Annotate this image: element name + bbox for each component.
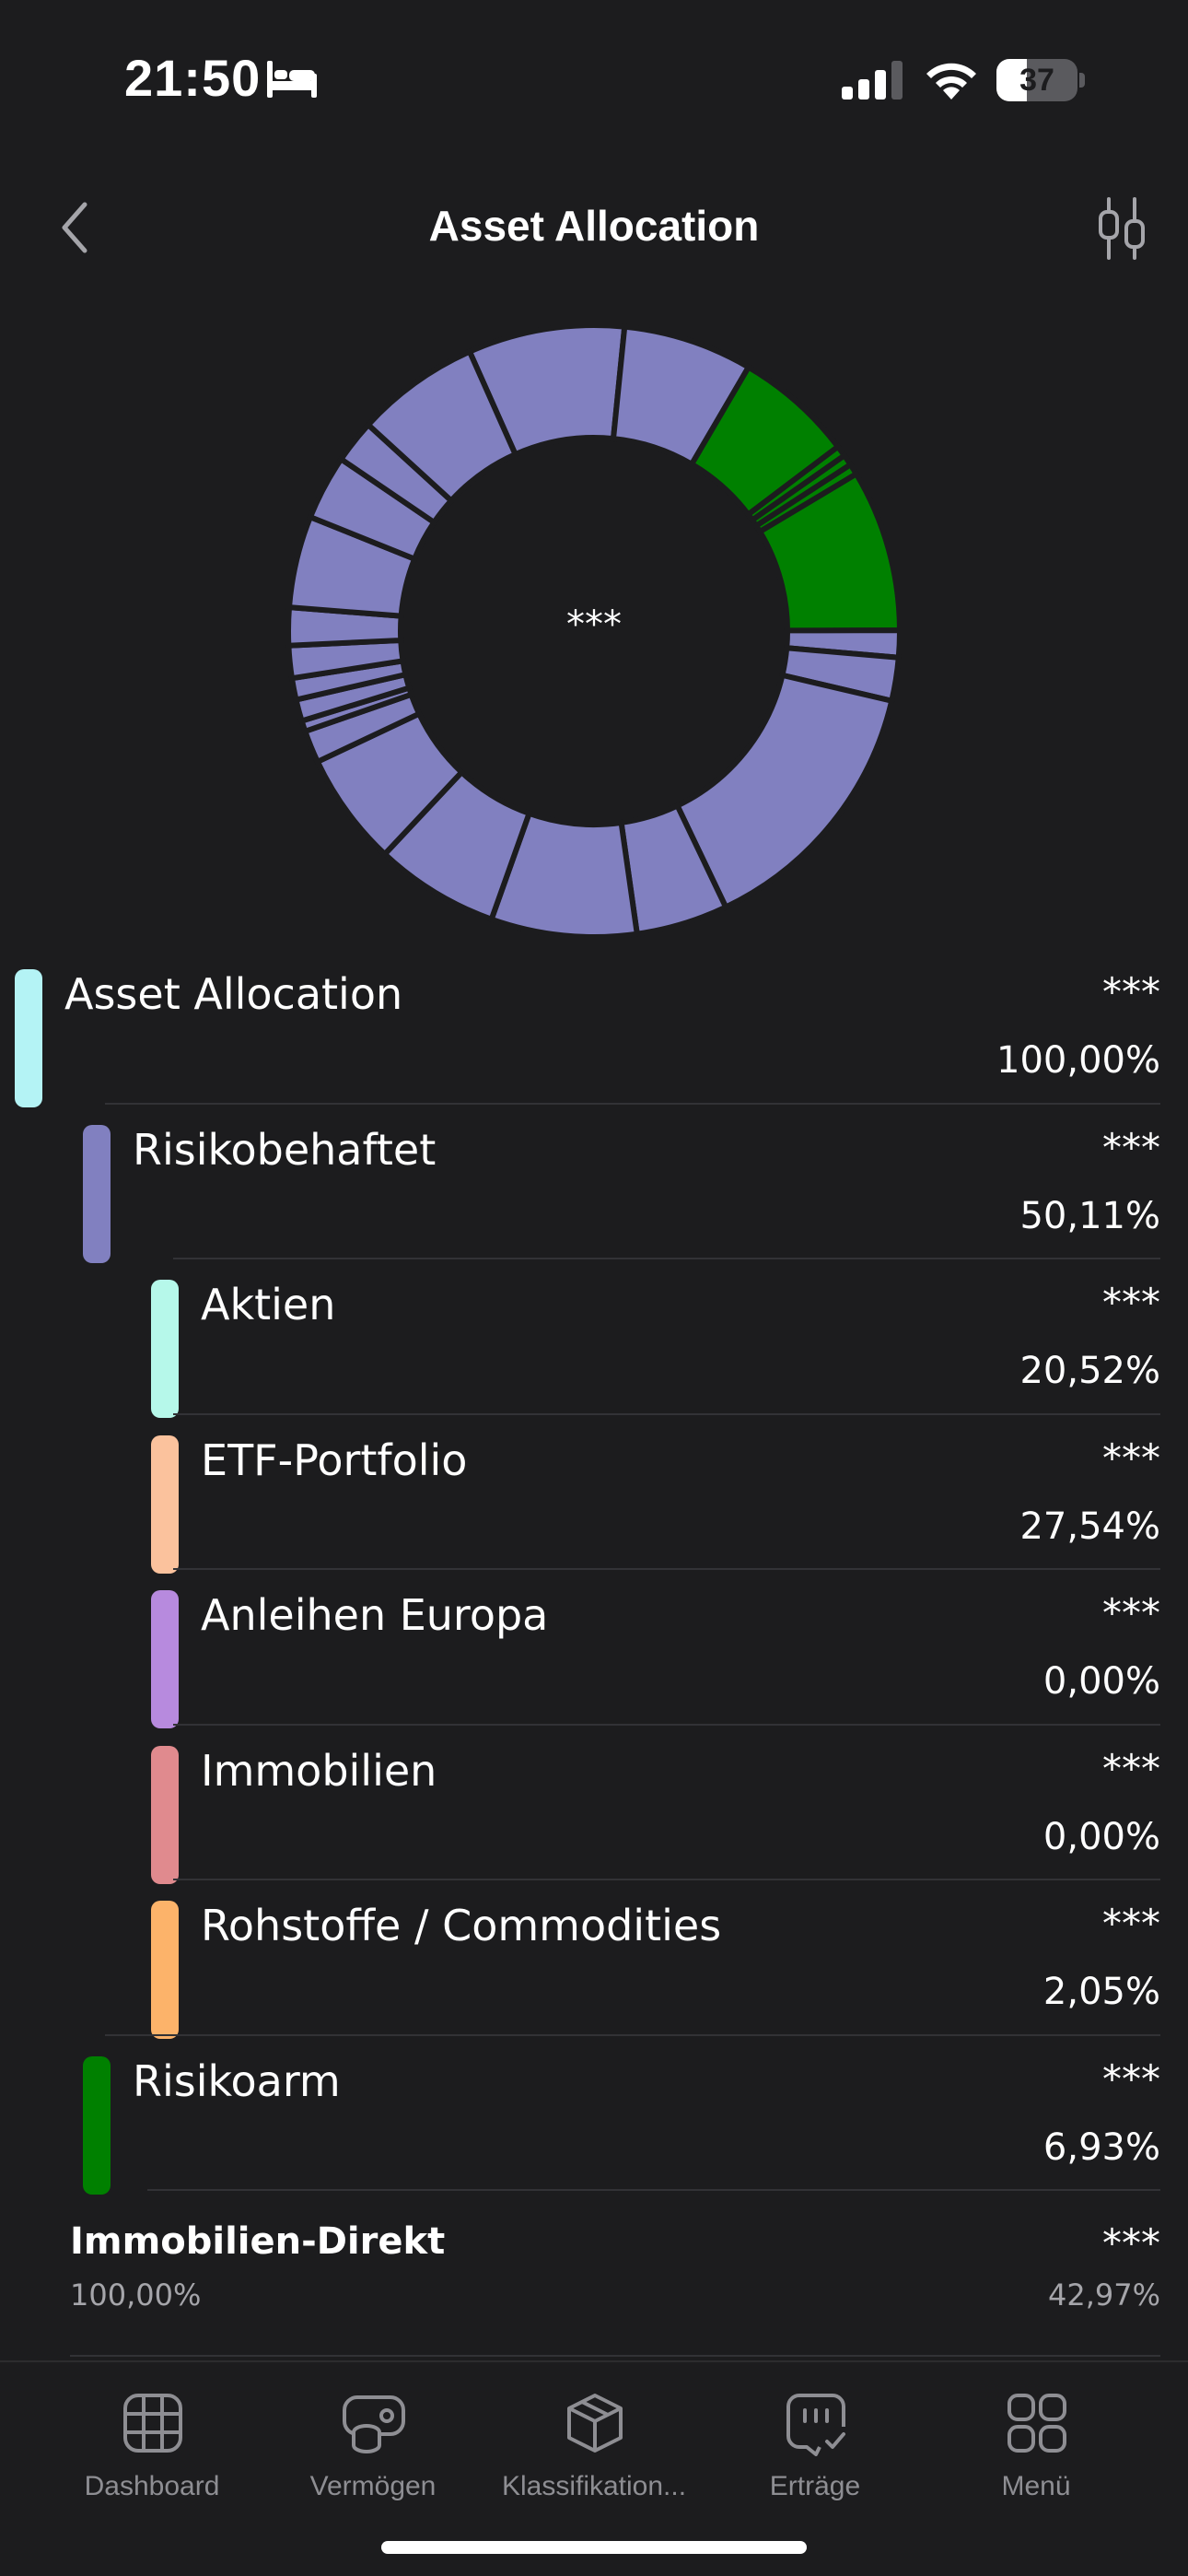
donut-center-value: *** [566, 603, 622, 646]
tab-label: Dashboard [84, 2471, 220, 2501]
tab-label: Klassifikation... [501, 2471, 687, 2501]
direkt-title: Immobilien-Direkt [70, 2220, 446, 2263]
tab-klassifikation[interactable]: Klassifikation... [475, 2362, 713, 2519]
direkt-value: *** [1102, 2220, 1160, 2266]
allocation-percent: 100,00% [996, 1039, 1160, 1082]
allocation-value: *** [1102, 1901, 1160, 1946]
sliders-icon[interactable] [1092, 195, 1151, 262]
allocation-value: *** [1102, 1124, 1160, 1170]
allocation-value: *** [1102, 1434, 1160, 1481]
direkt-subtitle: 100,00% [70, 2277, 202, 2313]
donut-segment-risky[interactable] [364, 347, 519, 505]
tab-ertraege[interactable]: Erträge [696, 2362, 934, 2519]
tab-dashboard[interactable]: Dashboard [33, 2362, 271, 2519]
allocation-row[interactable]: Asset Allocation *** 100,00% [0, 949, 1188, 1107]
income-icon [786, 2394, 845, 2456]
divider [70, 2355, 1160, 2357]
allocation-percent: 6,93% [1042, 2125, 1160, 2169]
allocation-color-bar [83, 1124, 111, 1263]
allocation-percent: 0,00% [1042, 1660, 1160, 1703]
allocation-row[interactable]: Risikobehaftet *** 50,11% [0, 1105, 1188, 1263]
divider [173, 1568, 1160, 1570]
allocation-label: Aktien [201, 1280, 336, 1329]
allocation-label: ETF-Portfolio [201, 1434, 468, 1485]
allocation-row[interactable]: Aktien *** 20,52% [0, 1259, 1188, 1418]
signal-icon [842, 61, 903, 100]
allocation-label: Immobilien [201, 1745, 437, 1796]
allocation-label: Asset Allocation [64, 969, 403, 1019]
allocation-percent: 27,54% [1019, 1505, 1160, 1548]
divider [173, 1723, 1160, 1726]
allocation-label: Rohstoffe / Commodities [201, 1901, 722, 1950]
allocation-value: *** [1102, 969, 1160, 1014]
allocation-color-bar [151, 1745, 179, 1884]
battery-fill [996, 59, 1027, 101]
allocation-percent: 2,05% [1042, 1971, 1160, 2013]
allocation-value: *** [1102, 1745, 1160, 1791]
box-icon [567, 2394, 623, 2453]
tab-vermoegen[interactable]: Vermögen [254, 2362, 492, 2519]
grid-icon [123, 2394, 182, 2453]
allocation-row[interactable]: Anleihen Europa *** 0,00% [0, 1570, 1188, 1728]
allocation-value: *** [1102, 2055, 1160, 2102]
bed-icon [267, 61, 317, 98]
battery-icon: 37 [996, 59, 1085, 101]
allocation-color-bar [151, 1590, 179, 1728]
divider [105, 1102, 1160, 1105]
battery-level-text: 37 [1019, 63, 1054, 98]
status-time: 21:50 [124, 49, 262, 107]
allocation-row[interactable]: ETF-Portfolio *** 27,54% [0, 1415, 1188, 1574]
tab-menu[interactable]: Menü [917, 2362, 1155, 2519]
allocation-color-bar [151, 1901, 179, 2039]
allocation-value: *** [1102, 1590, 1160, 1635]
tab-bar: Dashboard Vermögen Klassifikation... Ert… [0, 2360, 1188, 2576]
wifi-icon [926, 63, 976, 100]
tab-label: Vermögen [309, 2471, 437, 2501]
menu-icon [1007, 2394, 1066, 2453]
allocation-row[interactable]: Rohstoffe / Commodities *** 2,05% [0, 1880, 1188, 2039]
allocation-label: Anleihen Europa [201, 1590, 549, 1640]
allocation-value: *** [1102, 1280, 1160, 1325]
direkt-percent: 42,97% [1047, 2277, 1160, 2313]
status-bar: 21:50 37 [0, 0, 1188, 157]
allocation-percent: 20,52% [1019, 1350, 1160, 1392]
divider [105, 2033, 1160, 2036]
allocation-color-bar [151, 1434, 179, 1574]
allocation-row[interactable]: Immobilien *** 0,00% [0, 1726, 1188, 1884]
allocation-row[interactable]: Risikoarm *** 6,93% [0, 2036, 1188, 2195]
allocation-donut-chart[interactable] [276, 313, 912, 949]
allocation-percent: 50,11% [1019, 1194, 1160, 1237]
allocation-color-bar [151, 1280, 179, 1418]
coins-icon [343, 2395, 405, 2453]
page-title: Asset Allocation [428, 202, 760, 250]
tab-label: Menü [1001, 2471, 1071, 2501]
allocation-color-bar [83, 2055, 111, 2195]
allocation-label: Risikoarm [133, 2055, 341, 2106]
home-indicator [381, 2541, 807, 2554]
chevron-left-icon[interactable] [53, 195, 99, 260]
divider [173, 1412, 1160, 1415]
allocation-label: Risikobehaftet [133, 1124, 437, 1175]
allocation-color-bar [15, 969, 42, 1107]
divider [173, 1258, 1160, 1259]
tab-label: Erträge [769, 2471, 861, 2501]
allocation-percent: 0,00% [1042, 1815, 1160, 1858]
divider [173, 1879, 1160, 1880]
divider [147, 2189, 1160, 2191]
